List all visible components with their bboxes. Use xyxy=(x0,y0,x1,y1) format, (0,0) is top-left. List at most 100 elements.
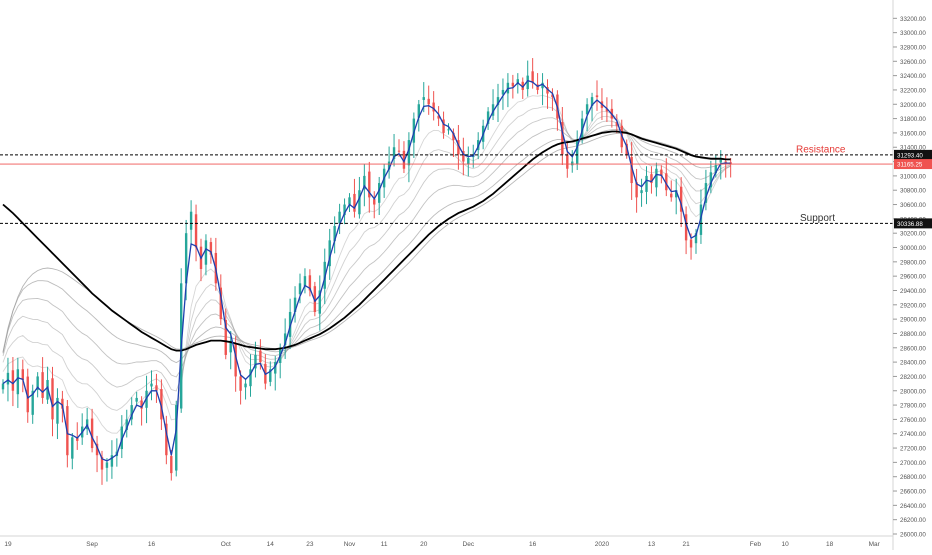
x-tick-label: 19 xyxy=(4,541,12,548)
candle-body xyxy=(684,214,688,241)
y-tick-label: 28800.00 xyxy=(900,331,926,338)
ribbon-ema-line xyxy=(2,117,731,392)
candle-body xyxy=(209,242,213,255)
candle-body xyxy=(605,108,609,112)
candle-body xyxy=(254,354,257,369)
candle-body xyxy=(422,97,425,100)
candle-body xyxy=(328,240,331,267)
candle-body xyxy=(660,169,663,176)
y-tick-label: 31600.00 xyxy=(900,130,926,137)
candle-body xyxy=(373,199,376,205)
price-tags: 31293.40 30336.88 31165.25 xyxy=(894,149,932,229)
candle-body xyxy=(679,186,683,212)
candle-body xyxy=(150,383,153,387)
y-tick-label: 29200.00 xyxy=(900,302,926,309)
x-tick-label: 23 xyxy=(306,541,314,548)
x-tick-label: 10 xyxy=(781,541,789,548)
y-tick-label: 26800.00 xyxy=(900,474,926,481)
y-tick-label: 30000.00 xyxy=(900,245,926,252)
level-annotation: Support xyxy=(800,213,835,224)
candle-body xyxy=(432,102,435,112)
candle-body xyxy=(363,175,366,190)
candle-body xyxy=(303,276,307,286)
candle-body xyxy=(392,147,396,159)
candle-body xyxy=(26,376,29,413)
candle-body xyxy=(348,197,351,205)
y-tick-label: 31000.00 xyxy=(900,173,926,180)
candle-body xyxy=(244,383,247,388)
candle-body xyxy=(358,190,361,215)
candle-body xyxy=(234,344,237,377)
candle-body xyxy=(368,171,371,198)
y-tick-label: 29000.00 xyxy=(900,317,926,324)
ema-lines xyxy=(2,79,731,462)
x-tick-label: 2020 xyxy=(595,541,610,548)
price-tag-label: 31165.25 xyxy=(897,162,923,169)
candle-body xyxy=(56,397,59,424)
candle-body xyxy=(437,115,440,119)
x-tick-label: 18 xyxy=(826,541,834,548)
x-tick-label: 20 xyxy=(420,541,428,548)
y-tick-label: 27000.00 xyxy=(900,460,926,467)
candle-body xyxy=(561,122,564,155)
y-tick-label: 26200.00 xyxy=(900,517,926,524)
y-tick-label: 32600.00 xyxy=(900,59,926,66)
candle-body xyxy=(590,97,594,106)
candle-body xyxy=(714,165,717,174)
candle-body xyxy=(239,376,242,391)
candle-body xyxy=(536,84,539,90)
y-tick-label: 32000.00 xyxy=(900,102,926,109)
candle-body xyxy=(274,362,277,374)
x-tick-label: Nov xyxy=(344,541,356,548)
price-lines: Resistance Support xyxy=(0,144,893,224)
x-tick-label: 16 xyxy=(529,541,537,548)
candle-body xyxy=(576,140,579,165)
candle-body xyxy=(46,380,49,400)
candle-body xyxy=(675,190,678,198)
y-tick-label: 29400.00 xyxy=(900,288,926,295)
candle-body xyxy=(11,370,15,391)
y-tick-label: 30600.00 xyxy=(900,202,926,209)
y-tick-label: 33200.00 xyxy=(900,16,926,23)
candle-body xyxy=(640,190,643,194)
candle-body xyxy=(318,290,321,314)
ema-200-line xyxy=(2,130,731,352)
candle-body xyxy=(709,172,713,188)
candle-body xyxy=(170,456,173,474)
candle-body xyxy=(269,369,272,382)
candle-body xyxy=(719,157,722,163)
candle-body xyxy=(189,211,193,230)
candle-body xyxy=(447,129,450,131)
candle-body xyxy=(130,405,133,420)
candle-body xyxy=(204,240,208,265)
candle-body xyxy=(31,390,34,415)
candle-body xyxy=(407,140,411,166)
candle-body xyxy=(442,119,445,133)
candle-body xyxy=(219,287,222,320)
level-annotation: Resistance xyxy=(796,144,846,155)
candle-body xyxy=(729,162,732,164)
price-tag-box xyxy=(894,218,932,229)
candle-body xyxy=(76,437,79,441)
ribbon-ema-line xyxy=(2,132,731,354)
y-tick-label: 26600.00 xyxy=(900,489,926,496)
y-tick-label: 32400.00 xyxy=(900,73,926,80)
candle-body xyxy=(21,369,24,381)
y-tick-label: 32800.00 xyxy=(900,44,926,51)
price-tag-label: 30336.88 xyxy=(897,221,923,228)
candle-body xyxy=(387,161,391,170)
candle-body xyxy=(90,418,94,449)
candle-body xyxy=(120,426,123,450)
candle-body xyxy=(486,111,490,125)
candle-body xyxy=(417,104,420,118)
ribbon-ema-line xyxy=(2,94,731,434)
candle-body xyxy=(665,173,668,191)
candle-body xyxy=(16,369,20,395)
price-tag-box xyxy=(894,149,932,160)
candle-body xyxy=(110,455,114,467)
y-tick-label: 30200.00 xyxy=(900,231,926,238)
y-tick-label: 28200.00 xyxy=(900,374,926,381)
